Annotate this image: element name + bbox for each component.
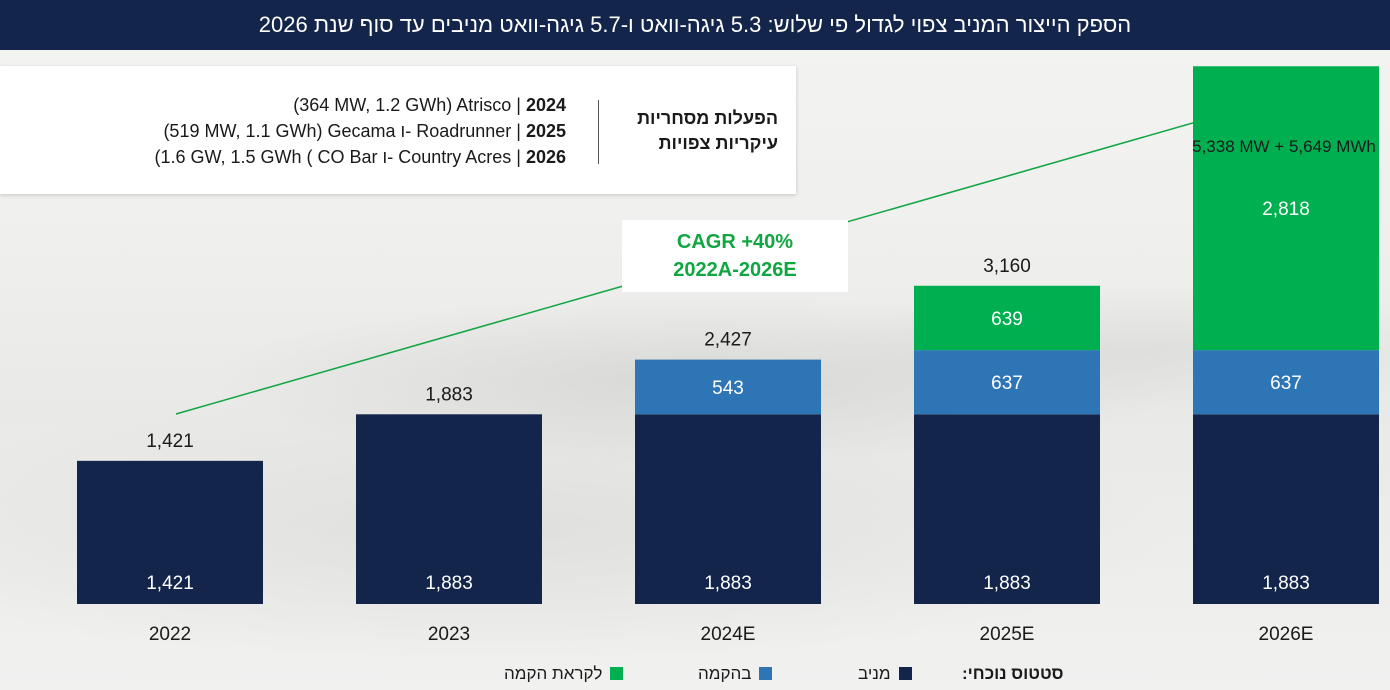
bar-pre-construction-2026E <box>1193 66 1379 351</box>
bar-value-label: 1,883 <box>983 573 1031 594</box>
bar-value-label: 543 <box>712 378 744 399</box>
legend-item-label: בהקמה <box>698 664 752 683</box>
info-heading-line1: הפעלות מסחריות <box>637 108 778 128</box>
x-tick-label: 2025E <box>980 624 1035 645</box>
bar-pre-construction-2025E <box>914 285 1100 351</box>
info-line-year: 2025 <box>525 121 566 141</box>
bars-group: 1,421 1,421 2022 1,883 1,883 2023 1,883 543 2,42… <box>77 66 1379 645</box>
bar-operating-2024E <box>635 414 821 604</box>
info-divider <box>598 100 599 164</box>
top-annotation: 5,338 MW + 5,649 MWh <box>1192 137 1376 156</box>
bar-value-label: 1,883 <box>425 573 473 594</box>
legend-swatch <box>610 667 624 680</box>
bar-construction-2024E <box>635 359 821 415</box>
bar-value-label: 637 <box>991 373 1023 394</box>
legend-status-label: סטטוס נוכחי: <box>962 664 1064 683</box>
info-box: הפעלות מסחריות עיקריות צפויות (364 MW, 1… <box>0 66 796 194</box>
info-line-2024: (364 MW, 1.2 GWh) Atrisco | 2024 <box>20 92 566 118</box>
bar-operating-2023 <box>356 414 542 604</box>
info-line-2026: (1.6 GW, 1.5 GWh ( CO Bar ו- Country Acr… <box>20 144 566 170</box>
legend-item-label: מניב <box>858 664 891 683</box>
legend-swatch <box>898 667 912 680</box>
legend-item-construction: בהקמה <box>698 664 773 684</box>
bar-value-label: 639 <box>991 309 1023 330</box>
bar-total-label: 2,427 <box>704 330 752 351</box>
bar-operating-2025E <box>914 414 1100 604</box>
info-line-year: 2024 <box>525 95 566 115</box>
x-tick-label: 2023 <box>428 624 470 645</box>
info-line-text: (519 MW, 1.1 GWh) Gecama ו- Roadrunner | <box>163 121 521 141</box>
bar-value-label: 2,818 <box>1262 199 1310 220</box>
info-heading: הפעלות מסחריות עיקריות צפויות <box>608 106 778 156</box>
bar-construction-2026E <box>1193 350 1379 415</box>
info-heading-line2: עיקריות צפויות <box>658 133 778 153</box>
bar-construction-2025E <box>914 350 1100 415</box>
bar-value-label: 1,421 <box>146 573 194 594</box>
cagr-line1: CAGR +40% <box>676 231 794 253</box>
bar-value-label: 1,883 <box>1262 573 1310 594</box>
bar-total-label: 1,421 <box>146 431 194 452</box>
x-tick-label: 2024E <box>701 624 756 645</box>
bar-value-label: 637 <box>1270 373 1302 394</box>
info-line-text: (364 MW, 1.2 GWh) Atrisco | <box>293 95 521 115</box>
cagr-line2: 2022A-2026E <box>673 259 797 281</box>
x-tick-label: 2026E <box>1259 624 1314 645</box>
legend-swatch <box>759 667 773 680</box>
page-title: הספק הייצור המניב צפוי לגדול פי שלוש: 5.… <box>0 0 1390 50</box>
bar-operating-2022 <box>77 460 263 604</box>
legend-item-label: לקראת הקמה <box>504 664 603 683</box>
bar-total-label: 1,883 <box>425 384 473 405</box>
info-line-year: 2026 <box>525 147 566 167</box>
info-line-text: (1.6 GW, 1.5 GWh ( CO Bar ו- Country Acr… <box>154 147 521 167</box>
bar-operating-2026E <box>1193 414 1379 604</box>
chart-legend: סטטוס נוכחי: מניב בהקמה לקראת הקמה <box>500 664 1080 688</box>
bar-value-label: 1,883 <box>704 573 752 594</box>
legend-item-operating: מניב <box>858 664 912 684</box>
info-line-2025: (519 MW, 1.1 GWh) Gecama ו- Roadrunner |… <box>20 118 566 144</box>
x-tick-label: 2022 <box>149 624 191 645</box>
cagr-box: CAGR +40% 2022A-2026E <box>622 220 848 292</box>
info-lines: (364 MW, 1.2 GWh) Atrisco | 2024 (519 MW… <box>20 92 566 170</box>
legend-item-pre-construction: לקראת הקמה <box>504 664 624 684</box>
bar-total-label: 3,160 <box>983 256 1031 277</box>
